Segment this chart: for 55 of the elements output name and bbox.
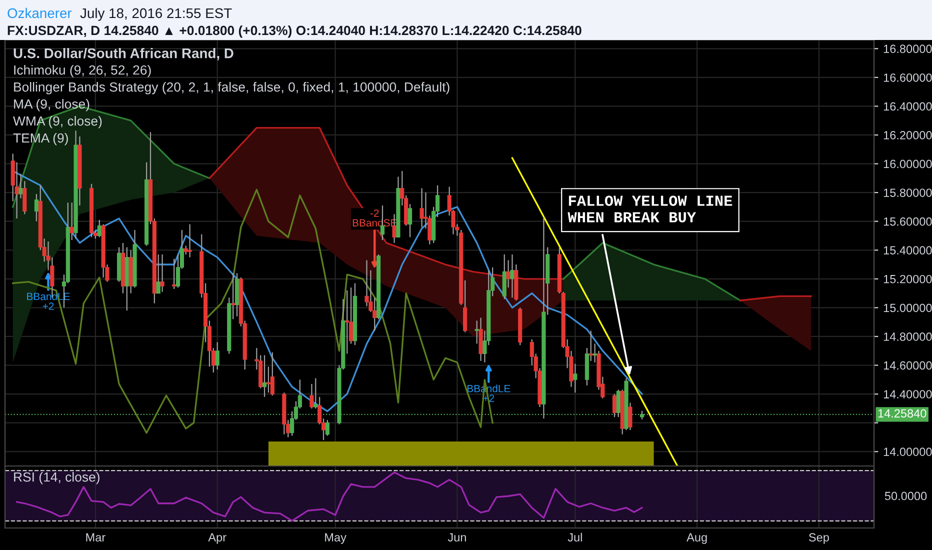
candlestick (188, 224, 192, 258)
text: 50.0000 (884, 492, 927, 500)
x-tick-label: Mar (86, 533, 106, 542)
candlestick (420, 188, 424, 228)
candlestick (266, 366, 270, 394)
candlestick (408, 204, 412, 238)
candlestick (506, 260, 510, 288)
candlestick (628, 402, 632, 431)
candlestick (612, 393, 617, 418)
y-tick-label: 15.00000 (884, 304, 932, 312)
x-tick-label: Aug (686, 533, 707, 544)
y-tick-label: 15.20000 (884, 274, 932, 284)
candlestick (18, 173, 23, 199)
annotation: Bollinger Bands Strategy (20, 2, 1, false, false, 0, fixed, 1, 100000, Default) (14, 82, 450, 94)
y-tick-label: 16.40000 (884, 102, 932, 111)
annotation: Ichimoku (9, 26, 52, 26) (14, 65, 151, 78)
x-tick-label: Sep (808, 533, 829, 544)
annotation: MA (9, close) (14, 99, 90, 112)
text: Ozkanerer (8, 8, 72, 18)
y-tick-label: 15.60000 (884, 217, 932, 226)
candlestick (215, 342, 220, 370)
y-tick-label: 14.80000 (884, 332, 932, 341)
candlestick (345, 290, 350, 354)
candlestick (588, 330, 593, 362)
y-tick-label: 14.40000 (884, 390, 932, 398)
candlestick (474, 320, 479, 344)
text: FX:USDZAR, D 14.25840 ▲ +0.01800 (+0.13%) O:14.24040 H:14.28370 L:14.22420 C:14.25840 (8, 25, 582, 38)
candlestick (325, 419, 330, 436)
text: July 18, 2016 21:55 EST (80, 8, 232, 21)
candlestick (270, 352, 274, 396)
x-tick-label: May (325, 533, 346, 544)
candlestick (262, 354, 267, 398)
x-tick-label: Jul (568, 532, 582, 542)
line-series (208, 126, 564, 280)
candlestick (231, 272, 236, 320)
candlestick (573, 363, 578, 394)
candlestick (592, 343, 597, 363)
text: U.S. Dollar/South African Rand, D (14, 48, 234, 60)
y-tick-label: 14.60000 (884, 361, 932, 370)
annotation: FALLOW YELLOW LINE WHEN BREAK BUY (568, 196, 732, 222)
annotation: RSI (14, close) (14, 472, 100, 484)
candlestick (172, 258, 176, 290)
candlestick (510, 254, 514, 298)
candlestick (156, 254, 160, 294)
ref-line-label: 14.25840 (878, 409, 926, 418)
candlestick (160, 254, 164, 292)
y-tick-label: 16.00000 (884, 160, 932, 168)
y-tick-label: 16.20000 (884, 131, 932, 140)
y-tick-label: 16.80000 (884, 44, 932, 54)
y-tick-label: 14.00000 (884, 448, 932, 456)
y-tick-label: 16.60000 (884, 73, 932, 82)
x-tick-label: Apr (208, 533, 226, 544)
y-tick-label: 15.80000 (884, 188, 932, 197)
y-tick-label: 15.40000 (884, 246, 932, 255)
x-tick-label: Jun (448, 533, 466, 542)
